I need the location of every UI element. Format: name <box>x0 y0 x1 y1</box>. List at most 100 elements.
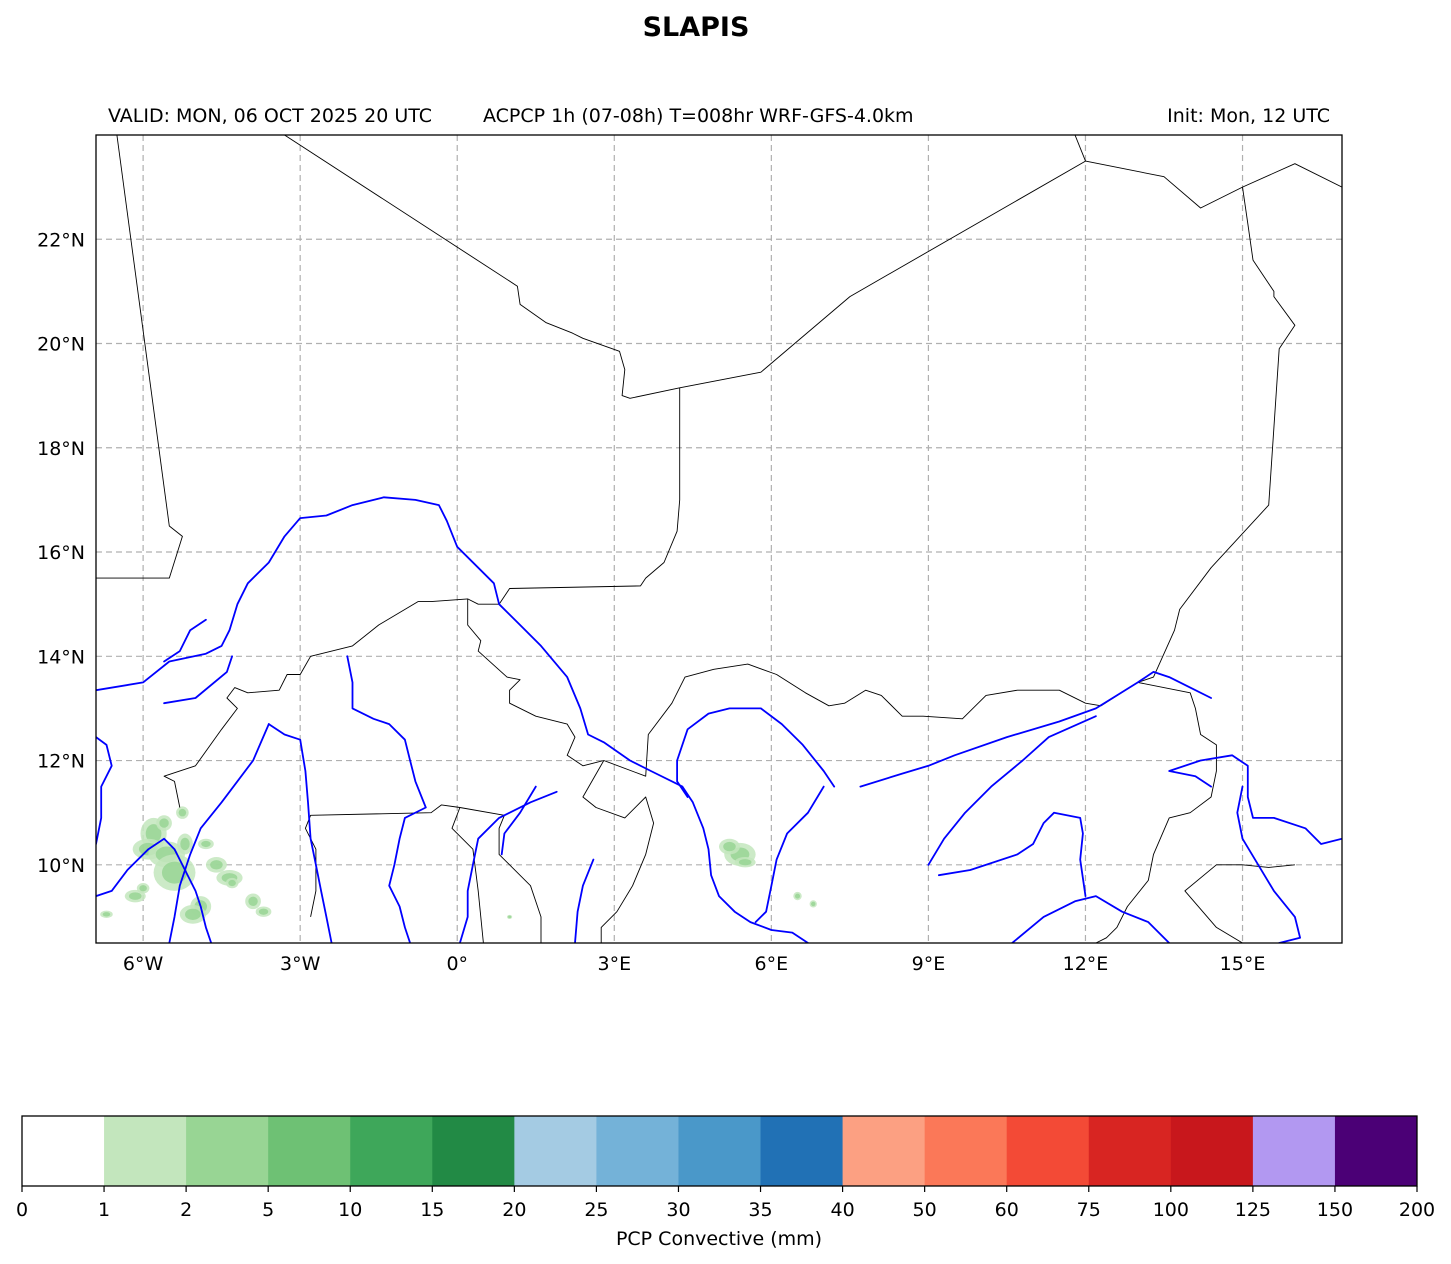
longitude-tick-labels: 6°W 3°W 0° 3°E 6°E 9°E 12°E 15°E <box>123 953 1265 975</box>
river-line <box>574 858 595 943</box>
colorbar-swatch <box>268 1116 351 1186</box>
river-line <box>96 736 113 845</box>
river-line <box>1168 754 1342 845</box>
country-border <box>603 663 1139 777</box>
colorbar-swatch <box>350 1116 433 1186</box>
river-line <box>346 655 427 943</box>
lon-tick-label: 9°E <box>912 953 946 975</box>
precip-cell <box>738 859 752 866</box>
country-border <box>1074 135 1086 162</box>
colorbar-tick-label: 5 <box>262 1199 274 1221</box>
colorbar-swatch <box>1088 1116 1172 1186</box>
rivers <box>96 496 1342 943</box>
precip-cell <box>185 908 201 920</box>
precip-cell <box>201 840 211 848</box>
precip-cell <box>180 837 190 851</box>
colorbar-tick-label: 0 <box>16 1199 28 1221</box>
country-border <box>1137 187 1296 683</box>
colorbar-tick-label: 25 <box>584 1199 608 1221</box>
colorbar-swatch <box>1252 1116 1336 1186</box>
precip-cell <box>508 915 512 919</box>
country-border <box>163 387 681 808</box>
precip-cell <box>159 818 169 828</box>
precip-cell <box>145 824 162 843</box>
precip-cell <box>102 912 111 917</box>
colorbar-tick-label: 200 <box>1399 1199 1435 1221</box>
colorbar-swatch <box>514 1116 597 1186</box>
colorbar-tick-label: 15 <box>420 1199 444 1221</box>
river-line <box>859 671 1212 788</box>
precip-cell <box>248 896 258 906</box>
precip-cell <box>128 892 142 900</box>
country-borders <box>96 135 1342 943</box>
map-background <box>96 135 1342 943</box>
gridlines <box>96 135 1342 943</box>
river-line <box>163 618 207 663</box>
colorbar-tick-label: 100 <box>1153 1199 1189 1221</box>
colorbar-swatch <box>22 1116 105 1186</box>
colorbar-swatch <box>760 1116 844 1186</box>
lon-tick-label: 0° <box>446 953 468 975</box>
precip-cell <box>178 808 187 817</box>
colorbar-swatch <box>842 1116 926 1186</box>
lon-tick-label: 15°E <box>1220 953 1266 975</box>
river-line <box>1011 895 1171 943</box>
colorbar-swatch <box>1006 1116 1090 1186</box>
colorbar-tick-label: 35 <box>748 1199 772 1221</box>
lon-tick-label: 12°E <box>1063 953 1109 975</box>
product-label: ACPCP 1h (07-08h) T=008hr WRF-GFS-4.0km <box>483 105 914 127</box>
latitude-tick-labels: 10°N 12°N 14°N 16°N 18°N 20°N 22°N <box>37 229 85 877</box>
colorbar: 0 1 2 5 10 15 20 25 30 35 40 50 60 75 100 125 150 200 <box>16 1115 1435 1221</box>
country-border <box>284 135 1342 399</box>
colorbar-swatch <box>1170 1116 1254 1186</box>
river-line <box>96 496 809 943</box>
colorbar-tick-label: 60 <box>995 1199 1019 1221</box>
country-border <box>1184 864 1295 943</box>
lat-tick-label: 22°N <box>37 229 85 251</box>
colorbar-label: PCP Convective (mm) <box>616 1228 822 1250</box>
colorbar-tick-label: 75 <box>1077 1199 1101 1221</box>
precip-cell <box>210 860 223 870</box>
river-line <box>96 837 213 943</box>
precip-cell <box>258 908 269 915</box>
lon-tick-label: 6°E <box>755 953 789 975</box>
country-border <box>96 135 183 579</box>
figure-title: SLAPIS <box>643 12 750 43</box>
lon-tick-label: 6°W <box>123 953 164 975</box>
river-line <box>163 655 234 705</box>
lat-tick-label: 14°N <box>37 646 85 668</box>
lon-tick-label: 3°W <box>280 953 321 975</box>
colorbar-tick-label: 150 <box>1317 1199 1353 1221</box>
precip-cell <box>811 901 816 907</box>
precip-cell <box>228 879 236 887</box>
colorbar-tick-label: 1 <box>98 1199 110 1221</box>
colorbar-tick-label: 50 <box>913 1199 937 1221</box>
river-line <box>500 785 537 856</box>
map-frame <box>95 134 1343 944</box>
colorbar-tick-label: 40 <box>830 1199 854 1221</box>
colorbar-tick-label: 20 <box>502 1199 526 1221</box>
colorbar-swatch <box>186 1116 269 1186</box>
lat-tick-label: 12°N <box>37 751 85 773</box>
colorbar-swatch <box>432 1116 515 1186</box>
lat-tick-label: 16°N <box>37 542 85 564</box>
lat-tick-label: 10°N <box>37 855 85 877</box>
colorbar-swatch <box>104 1116 187 1186</box>
river-line <box>754 785 825 923</box>
colorbar-tick-label: 2 <box>180 1199 192 1221</box>
country-border <box>582 760 655 943</box>
lat-tick-label: 20°N <box>37 334 85 356</box>
map-area <box>95 134 1343 944</box>
valid-time-label: VALID: MON, 06 OCT 2025 20 UTC <box>108 105 432 127</box>
river-line <box>927 715 1097 866</box>
colorbar-swatch <box>1334 1116 1418 1186</box>
colorbar-swatch <box>924 1116 1008 1186</box>
colorbar-frame <box>21 1115 1418 1187</box>
river-line <box>267 723 333 943</box>
precip-cell <box>139 885 147 892</box>
country-border <box>451 807 484 943</box>
lat-tick-label: 18°N <box>37 438 85 460</box>
colorbar-swatch <box>678 1116 762 1186</box>
precip-cell <box>723 841 736 852</box>
